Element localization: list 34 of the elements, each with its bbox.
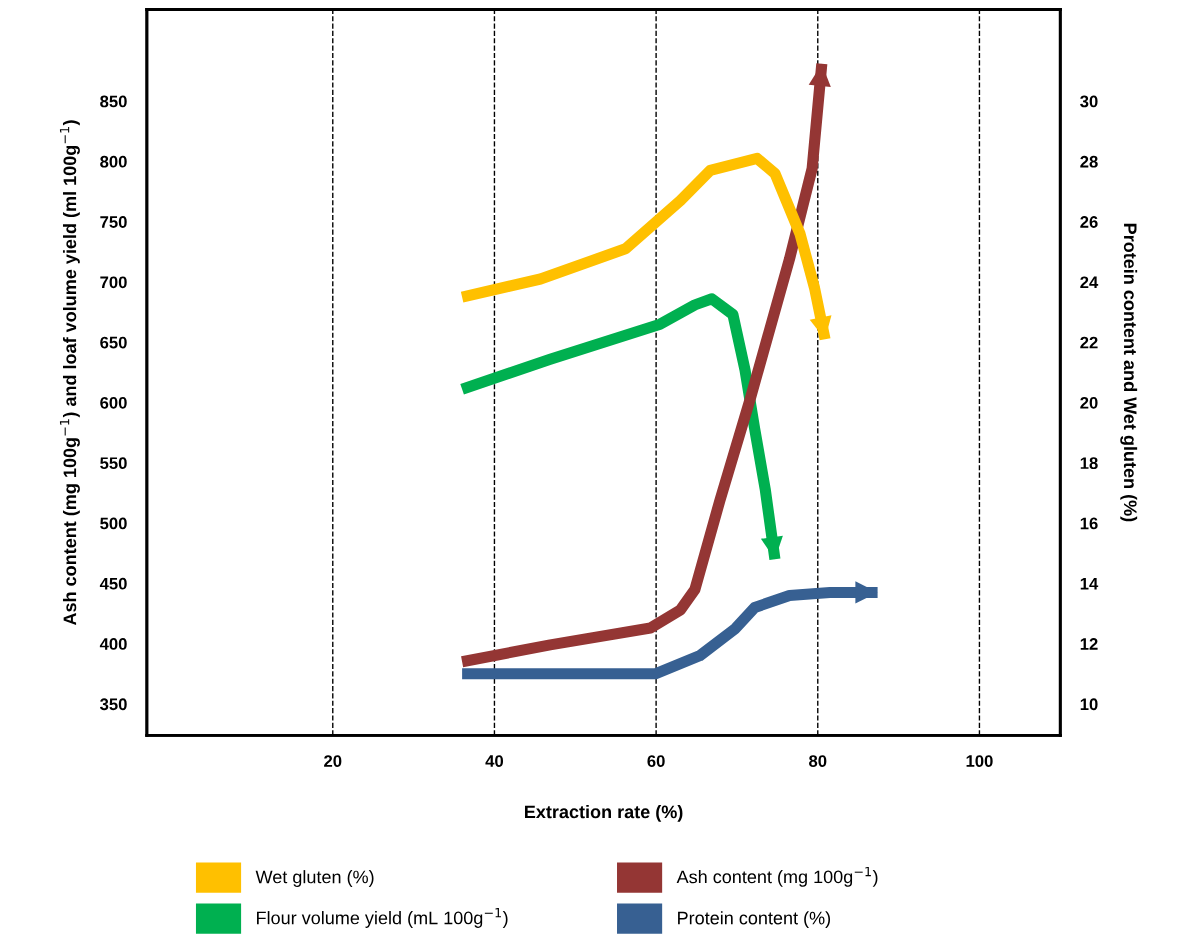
y-tick-label: 550 (100, 457, 127, 470)
x-tick-label: 60 (647, 755, 665, 767)
legend-label: Flour volume yield (mL 100g$^{−1}$) (257, 908, 508, 928)
x-tick-label: 80 (809, 755, 827, 767)
y2-tick-label: 14 (1080, 577, 1099, 590)
y-tick-label: 500 (100, 517, 127, 530)
legend-label: Wet gluten (%) (255, 870, 374, 887)
x-tick-label: 100 (966, 755, 993, 767)
y2-tick-label: 28 (1080, 155, 1098, 168)
x-axis-title: Extraction rate (%) (525, 805, 683, 822)
y2-tick-label: 18 (1080, 457, 1098, 470)
y-axis-title: Ash content (mg 100g$^{−1}$) and loaf volume yield (ml 100g$^{−1}$) (59, 120, 80, 626)
y2-tick-label: 10 (1080, 698, 1098, 711)
y-tick-label: 700 (100, 276, 127, 289)
x-tick-label: 40 (485, 755, 504, 767)
y2-tick-label: 12 (1080, 638, 1098, 650)
y-tick-label: 850 (100, 95, 127, 108)
y2-tick-label: 22 (1080, 336, 1098, 349)
y2-tick-label: 20 (1080, 396, 1098, 409)
y2-tick-label: 24 (1080, 276, 1099, 289)
y2-tick-label: 16 (1080, 517, 1098, 530)
y-tick-label: 650 (100, 336, 127, 349)
y-tick-label: 800 (100, 155, 127, 168)
y2-tick-label: 30 (1080, 95, 1098, 108)
y-tick-label: 350 (100, 698, 127, 711)
legend-label: Ash content (mg 100g$^{−1}$) (676, 866, 878, 887)
y-tick-label: 600 (100, 396, 127, 409)
legend-label: Protein content (%) (678, 911, 831, 929)
y-tick-label: 400 (99, 638, 127, 650)
y-tick-label: 750 (100, 216, 127, 228)
y2-tick-label: 26 (1080, 216, 1098, 228)
y2-axis-title: Protein content and Wet gluten (%) (1120, 223, 1138, 522)
y-tick-label: 450 (99, 577, 127, 590)
x-tick-label: 20 (324, 755, 342, 767)
